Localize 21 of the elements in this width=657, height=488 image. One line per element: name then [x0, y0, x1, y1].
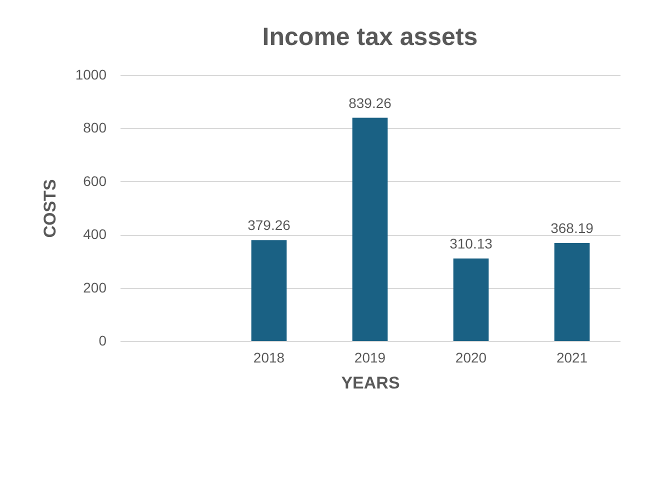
- y-tick-label: 200: [83, 279, 107, 296]
- x-tick-label: 2018: [253, 350, 285, 366]
- y-tick-label: 400: [83, 226, 107, 242]
- chart-title: Income tax assets: [262, 23, 478, 51]
- x-tick-label: 2021: [556, 350, 588, 366]
- bar: [251, 240, 287, 341]
- y-tick-label: 0: [98, 332, 107, 348]
- y-tick-label: 800: [83, 120, 107, 136]
- x-tick-label: 2019: [354, 350, 386, 366]
- data-label: 839.26: [348, 94, 392, 111]
- bar: [453, 258, 489, 341]
- x-axis-title: YEARS: [341, 374, 400, 392]
- y-tick-label: 1000: [75, 66, 107, 82]
- data-label: 379.26: [248, 217, 291, 234]
- x-tick-label: 2020: [455, 350, 487, 366]
- data-label: 310.13: [450, 236, 493, 252]
- bar: [352, 118, 388, 341]
- bar: [554, 243, 590, 341]
- data-label: 368.19: [550, 220, 594, 236]
- y-tick-label: 600: [83, 172, 107, 189]
- y-axis-title: COSTS: [40, 179, 60, 238]
